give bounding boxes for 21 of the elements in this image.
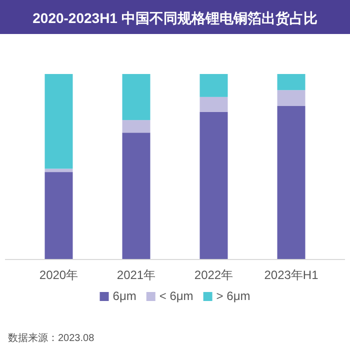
- x-tick-label: 2020年: [39, 268, 78, 282]
- x-tick-label: 2022年: [194, 268, 234, 282]
- source-note: 数据来源：2023.08: [8, 332, 95, 344]
- bar: [122, 120, 150, 133]
- bar: [44, 74, 73, 169]
- legend-label: < 6μm: [159, 289, 194, 303]
- legend-label: > 6μm: [216, 289, 250, 303]
- bar: [44, 172, 73, 259]
- bar: [122, 132, 150, 259]
- bar: [277, 74, 306, 90]
- bar: [277, 90, 306, 106]
- bar: [277, 106, 306, 259]
- bar: [122, 74, 150, 120]
- chart-title: 2020-2023H1 中国不同规格锂电铜箔出货占比: [32, 10, 318, 26]
- bar: [44, 168, 73, 172]
- bar: [200, 112, 228, 259]
- bar: [200, 96, 228, 112]
- legend-label: 6μm: [112, 289, 136, 303]
- bar: [200, 74, 228, 97]
- x-tick-label: 2021年: [116, 268, 156, 282]
- x-tick-label: 2023年H1: [264, 268, 319, 282]
